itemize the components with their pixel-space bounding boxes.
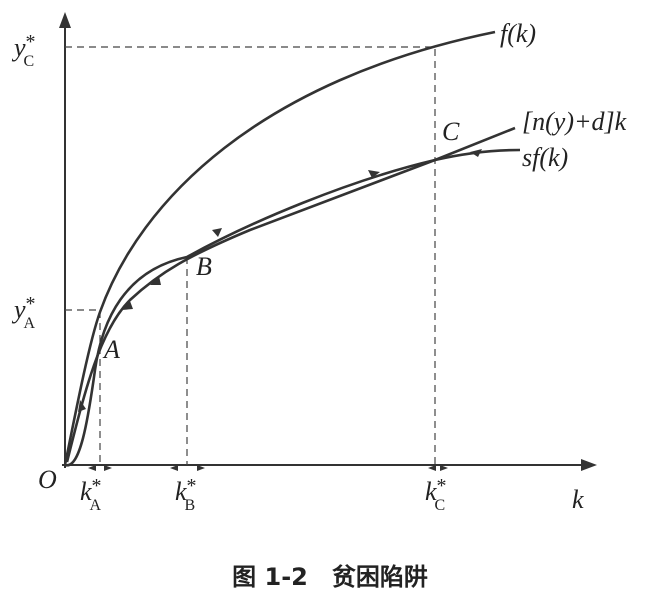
- curve-label: [n(y)+d]k: [522, 107, 627, 136]
- x-arrow: [581, 459, 597, 471]
- x-axis-label: k: [572, 485, 584, 514]
- base: y: [11, 33, 26, 62]
- sup: *: [187, 475, 197, 497]
- x-tick-label: k* A: [80, 475, 102, 514]
- sub: B: [185, 497, 196, 514]
- y-tick-label: y* A: [11, 293, 36, 332]
- base: y: [11, 295, 26, 324]
- base: k: [80, 477, 92, 506]
- sup: *: [26, 31, 36, 53]
- point-label: A: [102, 335, 120, 364]
- sub: A: [24, 315, 36, 332]
- flow-arrows: [78, 149, 482, 471]
- x-tick-label: k* C: [425, 475, 447, 514]
- point-label: B: [196, 252, 212, 281]
- y-arrow: [59, 12, 71, 28]
- curve-sf: [64, 148, 521, 467]
- caption: 图 1-2 贫困陷阱: [232, 563, 428, 591]
- point-label: C: [442, 117, 460, 146]
- guide-c: [65, 46, 436, 465]
- guide-a: [65, 309, 101, 465]
- curve-label: sf(k): [522, 143, 568, 172]
- sup: *: [437, 475, 447, 497]
- curve-f: [63, 30, 496, 466]
- base: k: [425, 477, 437, 506]
- base: k: [175, 477, 187, 506]
- curve-label: f(k): [500, 19, 536, 48]
- sup: *: [26, 293, 36, 315]
- x-tick-label: k* B: [175, 475, 197, 514]
- sup: *: [92, 475, 102, 497]
- origin-label: O: [38, 465, 57, 494]
- sub: C: [24, 53, 35, 70]
- y-tick-label: y* C: [11, 31, 36, 70]
- sub: C: [435, 497, 446, 514]
- sub: A: [90, 497, 102, 514]
- curve-line: [65, 126, 516, 463]
